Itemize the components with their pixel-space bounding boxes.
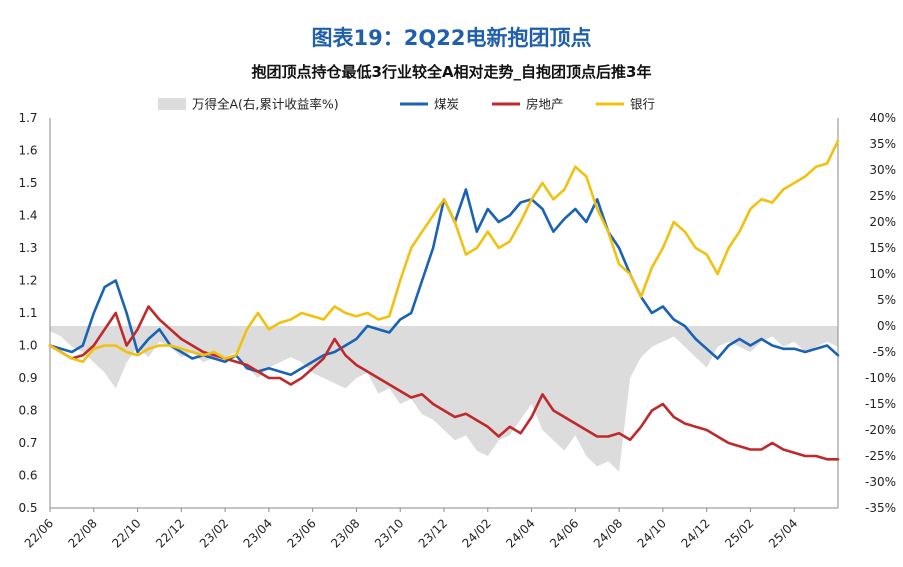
y-left-tick-label: 0.7 [18,436,37,450]
y-right-tick-label: -30% [865,475,896,489]
x-tick-label: 22/06 [22,516,56,550]
legend-wind-a-label: 万得全A(右,累计收益率%) [192,97,339,112]
x-tick-label: 23/08 [328,516,362,550]
y-right-tick-label: -5% [873,345,896,359]
y-left-tick-label: 0.6 [18,469,37,483]
y-left-tick-label: 1.1 [18,306,37,320]
chart-title: 图表19：2Q22电新抱团顶点 [311,26,592,50]
y-right-tick-label: -35% [865,501,896,515]
x-tick-label: 23/06 [284,516,318,550]
y-left-tick-label: 1.7 [18,111,37,125]
legend-real-estate-label: 房地产 [526,97,564,112]
y-right-tick-label: 40% [869,111,896,125]
y-right-tick-label: 25% [869,189,896,203]
y-left-tick-label: 1.5 [18,176,37,190]
series-line-bank [48,139,840,364]
series-line-real-estate [48,305,840,461]
legend-coal-label: 煤炭 [434,97,459,112]
x-tick-label: 24/04 [503,516,537,550]
legend-bank-label: 银行 [630,97,655,112]
y-right-tick-label: 20% [869,215,896,229]
x-tick-label: 23/04 [241,516,275,550]
chart-subtitle: 抱团顶点持仓最低3行业较全A相对走势_自抱团顶点后推3年 [251,63,652,81]
y-left-tick-label: 1.2 [18,274,37,288]
y-right-tick-label: 15% [869,241,896,255]
x-tick-label: 24/06 [547,516,581,550]
y-right-tick-label: -20% [865,423,896,437]
x-tick-label: 22/10 [109,516,143,550]
x-tick-label: 24/08 [591,516,625,550]
y-left-tick-label: 1.4 [18,209,37,223]
y-left-tick-label: 0.9 [18,371,37,385]
y-right-tick-label: 30% [869,163,896,177]
y-right-tick-label: 35% [869,137,896,151]
x-tick-label: 25/02 [722,516,756,550]
x-tick-label: 24/12 [678,516,712,550]
x-tick-label: 23/10 [372,516,406,550]
x-tick-label: 24/10 [635,516,669,550]
x-tick-label: 22/12 [153,516,187,550]
y-left-tick-label: 1.0 [18,339,37,353]
y-right-tick-label: -15% [865,397,896,411]
y-right-tick-label: 5% [877,293,896,307]
x-tick-label: 22/08 [66,516,100,550]
y-right-tick-label: -10% [865,371,896,385]
y-left-tick-label: 0.8 [18,404,37,418]
y-right-tick-label: 10% [869,267,896,281]
y-right-tick-label: 0% [877,319,896,333]
legend-wind-a-swatch [158,98,186,110]
x-tick-label: 23/02 [197,516,231,550]
y-right-tick-label: -25% [865,449,896,463]
series-area-wind-a [50,326,838,472]
y-left-tick-label: 0.5 [18,501,37,515]
x-tick-label: 23/12 [416,516,450,550]
y-left-tick-label: 1.6 [18,144,37,158]
x-tick-label: 25/04 [766,516,800,550]
x-tick-label: 24/02 [460,516,494,550]
y-left-tick-label: 1.3 [18,241,37,255]
